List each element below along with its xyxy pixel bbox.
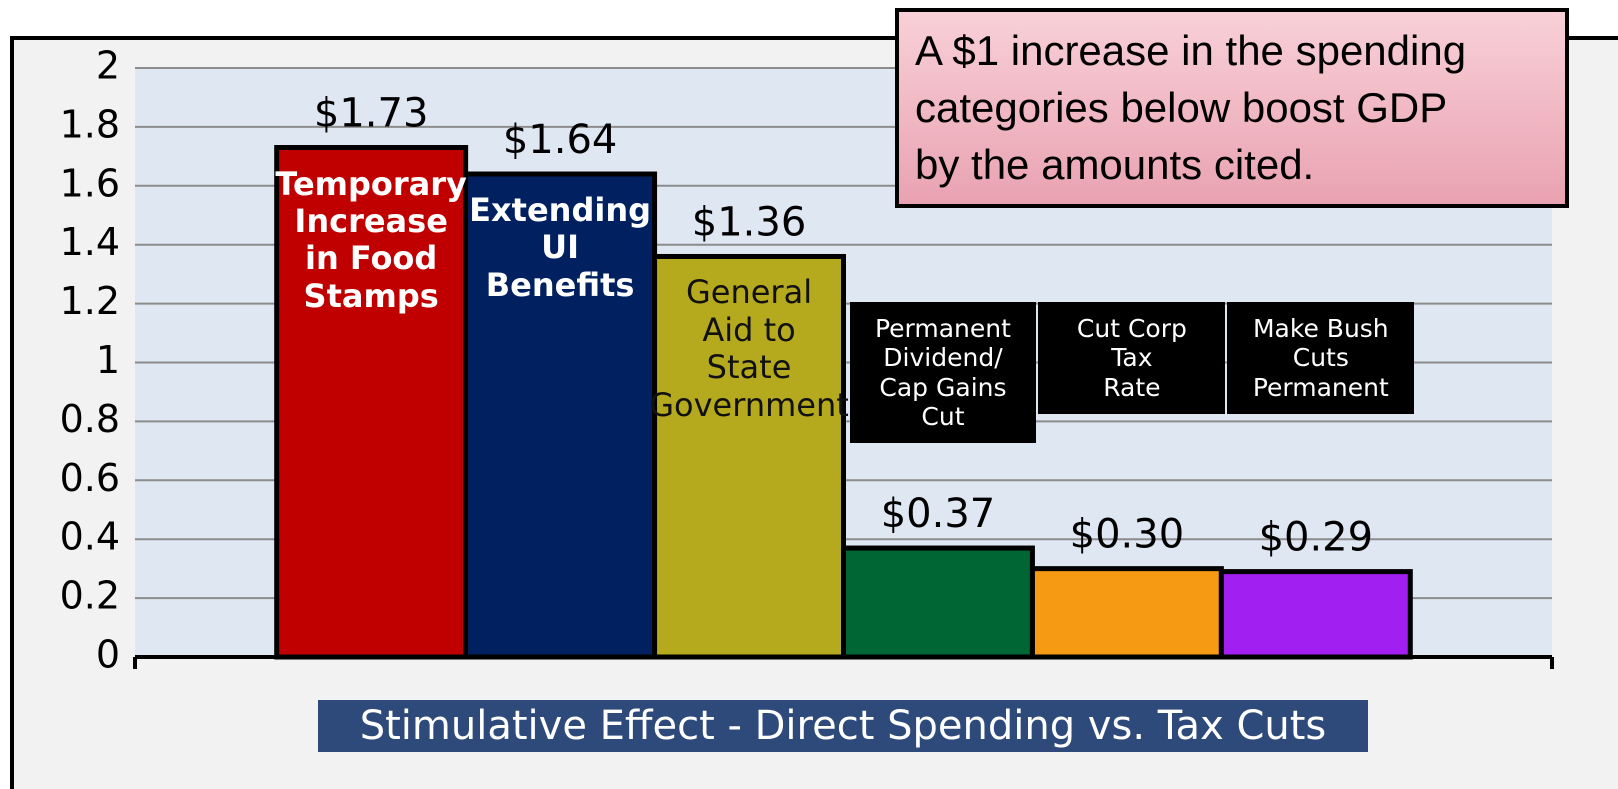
y-tick-label: 0 <box>96 633 120 677</box>
value-label: $1.73 <box>314 91 429 137</box>
value-label: $0.30 <box>1070 512 1185 558</box>
y-tick-label: 1.8 <box>60 102 120 146</box>
y-tick-label: 0.6 <box>60 456 120 500</box>
bar <box>1029 566 1224 660</box>
category-label: Permanent Dividend/ Cap Gains Cut <box>849 302 1037 443</box>
y-tick-label: 0.2 <box>60 574 120 618</box>
bar <box>1218 569 1413 660</box>
value-label: $1.64 <box>503 117 618 163</box>
annotation: A $1 increase in the spending categories… <box>895 8 1569 208</box>
value-label: $0.29 <box>1259 515 1374 561</box>
bar <box>274 145 469 660</box>
chart-title: Stimulative Effect - Direct Spending vs.… <box>318 700 1368 752</box>
y-tick-label: 0.8 <box>60 397 120 441</box>
y-tick-label: 0.4 <box>60 515 120 559</box>
value-label: $1.36 <box>692 199 807 245</box>
category-label: Temporary Increase in Food Stamps <box>275 164 467 315</box>
category-label: Extending UI Benefits <box>469 191 651 304</box>
y-tick-label: 2 <box>96 44 120 88</box>
y-tick-label: 1 <box>96 338 120 382</box>
value-label: $0.37 <box>881 491 996 537</box>
y-tick-label: 1.2 <box>60 279 120 323</box>
y-tick-label: 1.4 <box>60 220 120 264</box>
category-label: General Aid to State Government <box>649 273 849 424</box>
bar <box>841 545 1035 660</box>
bar <box>652 253 846 660</box>
category-label: Make Bush Cuts Permanent <box>1227 302 1415 414</box>
category-label: Cut Corp Tax Rate <box>1038 302 1226 414</box>
y-tick-label: 1.6 <box>60 161 120 205</box>
bar <box>463 171 658 660</box>
